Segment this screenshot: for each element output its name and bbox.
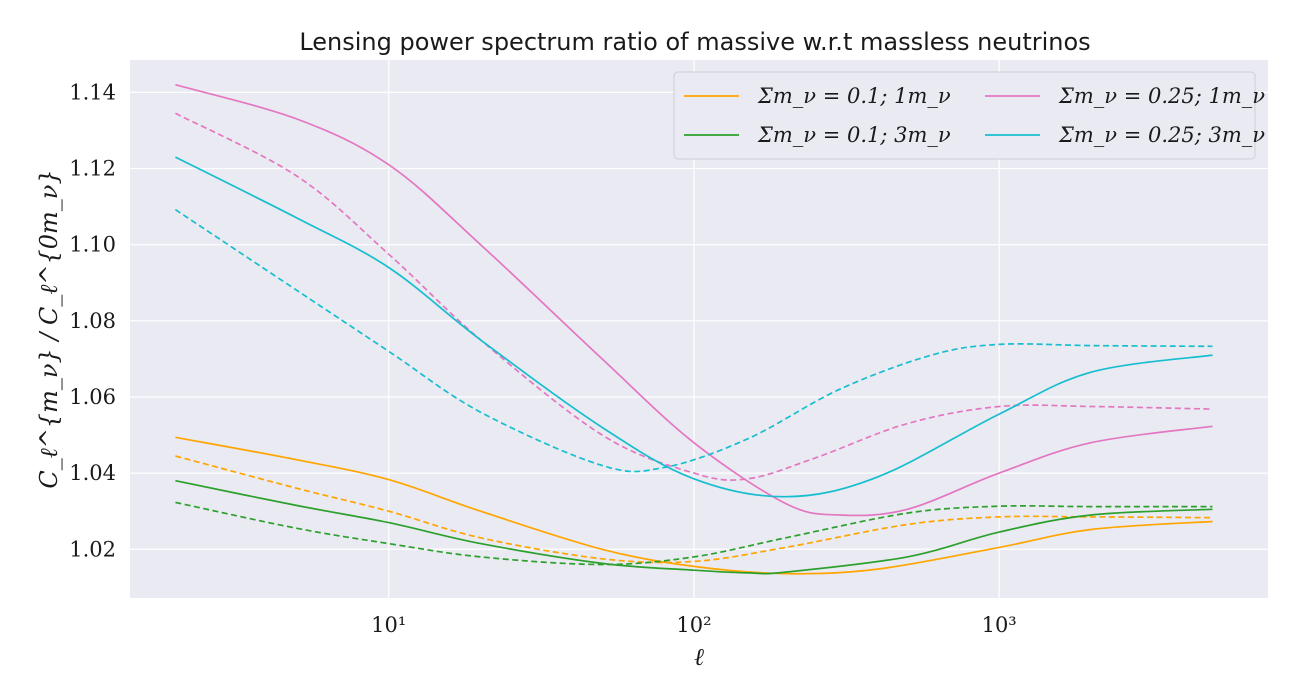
x-tick-labels: 10¹ 10² 10³ — [371, 613, 1017, 637]
y-tick-label: 1.08 — [69, 309, 116, 333]
series-lines — [174, 83, 1213, 575]
y-tick-label: 1.06 — [69, 385, 116, 409]
y-tick-label: 1.14 — [69, 80, 116, 104]
series-line — [175, 501, 1213, 566]
series-line — [175, 479, 1213, 575]
y-axis-label: C_ℓ^{m_ν} / C_ℓ^{0m_ν} — [35, 169, 63, 488]
series-line — [175, 156, 1213, 498]
y-tick-label: 1.04 — [69, 461, 116, 485]
legend-label: Σm_ν = 0.1; 3m_ν — [757, 123, 951, 147]
y-tick-label: 1.12 — [69, 157, 116, 181]
legend-label: Σm_ν = 0.1; 1m_ν — [757, 84, 951, 108]
legend: Σm_ν = 0.1; 1m_ν Σm_ν = 0.1; 3m_ν Σm_ν = 0… — [673, 71, 1265, 160]
y-tick-label: 1.10 — [69, 233, 116, 257]
series-line — [174, 208, 1213, 473]
x-tick-label: 10¹ — [371, 613, 406, 637]
x-axis-label: ℓ — [694, 643, 704, 671]
x-tick-label: 10³ — [982, 613, 1017, 637]
y-tick-label: 1.02 — [69, 537, 116, 561]
x-tick-label: 10² — [676, 613, 711, 637]
series-line — [175, 83, 1213, 517]
series-line — [175, 112, 1213, 481]
legend-label: Σm_ν = 0.25; 3m_ν — [1058, 123, 1265, 147]
legend-label: Σm_ν = 0.25; 1m_ν — [1058, 84, 1265, 108]
legend-box — [673, 71, 1256, 160]
series-line — [175, 436, 1213, 575]
chart-title: Lensing power spectrum ratio of massive … — [299, 28, 1090, 56]
y-tick-labels: 1.02 1.04 1.06 1.08 1.10 1.12 1.14 — [69, 80, 116, 561]
